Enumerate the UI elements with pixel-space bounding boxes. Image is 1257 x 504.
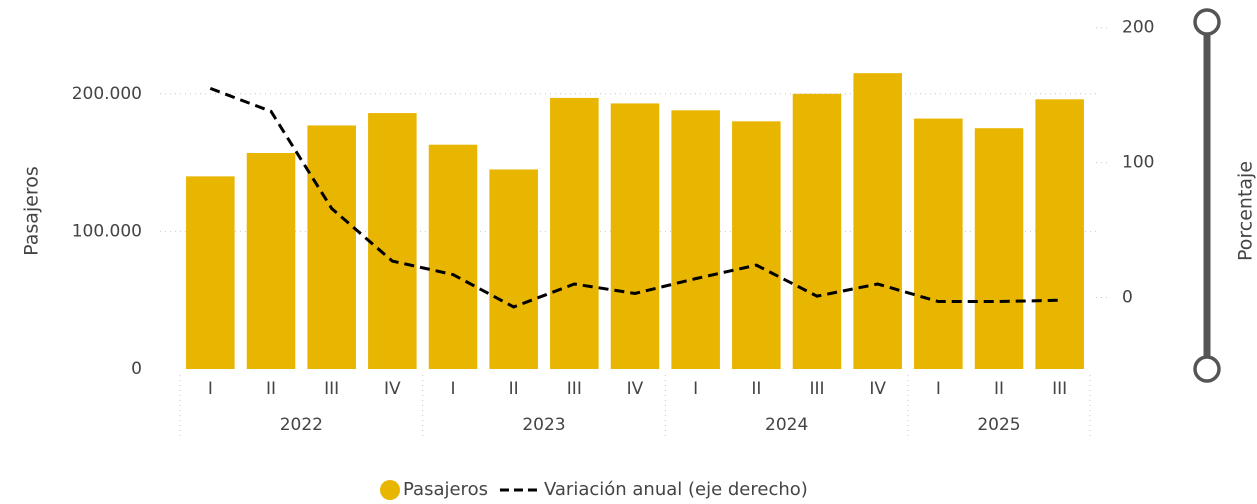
bar	[1035, 99, 1084, 369]
x-tick-label: I	[450, 379, 455, 399]
y2-tick-label: 100	[1122, 153, 1154, 173]
x-tick-label: I	[208, 379, 213, 399]
x-tick-label: II	[751, 379, 761, 399]
y2-axis-label: Porcentaje	[1235, 161, 1257, 261]
bar	[671, 110, 720, 369]
bar	[186, 176, 235, 369]
legend-swatch	[380, 480, 400, 500]
x-tick-label: I	[936, 379, 941, 399]
range-slider-handle[interactable]	[1193, 355, 1221, 383]
bar	[368, 113, 417, 370]
bar	[489, 169, 538, 369]
x-tick-label: III	[324, 379, 339, 399]
y-axis-label: Pasajeros	[21, 166, 43, 256]
bar	[307, 125, 356, 369]
x-group-label: 2024	[765, 415, 808, 435]
x-tick-label: III	[1052, 379, 1067, 399]
line	[209, 87, 1060, 309]
x-tick-label: IV	[869, 379, 886, 399]
bar	[246, 152, 296, 369]
x-tick-label: III	[809, 379, 824, 399]
y2-tick-label: 200	[1122, 18, 1154, 38]
x-tick-label: II	[266, 379, 276, 399]
x-group-label: 2023	[522, 415, 565, 435]
bar	[428, 144, 478, 369]
x-tick-label: II	[509, 379, 519, 399]
x-group-label: 2022	[280, 415, 323, 435]
legend-label: Variación anual (eje derecho)	[544, 479, 808, 500]
y-tick-label: 0	[131, 359, 142, 379]
range-slider-handle[interactable]	[1193, 8, 1221, 36]
bar	[610, 103, 660, 369]
bar	[974, 128, 1024, 369]
bar	[792, 93, 842, 370]
y-tick-label: 100.000	[72, 221, 142, 241]
y-tick-label: 200.000	[72, 84, 142, 104]
bar	[732, 121, 781, 369]
x-tick-label: IV	[384, 379, 401, 399]
bar	[550, 97, 599, 369]
y2-tick-label: 0	[1122, 288, 1133, 308]
bar	[853, 73, 902, 369]
x-tick-label: IV	[627, 379, 644, 399]
x-tick-label: III	[567, 379, 582, 399]
bar	[914, 118, 963, 370]
x-group-label: 2025	[977, 415, 1020, 435]
legend-label: Pasajeros	[403, 479, 488, 500]
x-tick-label: II	[994, 379, 1004, 399]
x-tick-label: I	[693, 379, 698, 399]
